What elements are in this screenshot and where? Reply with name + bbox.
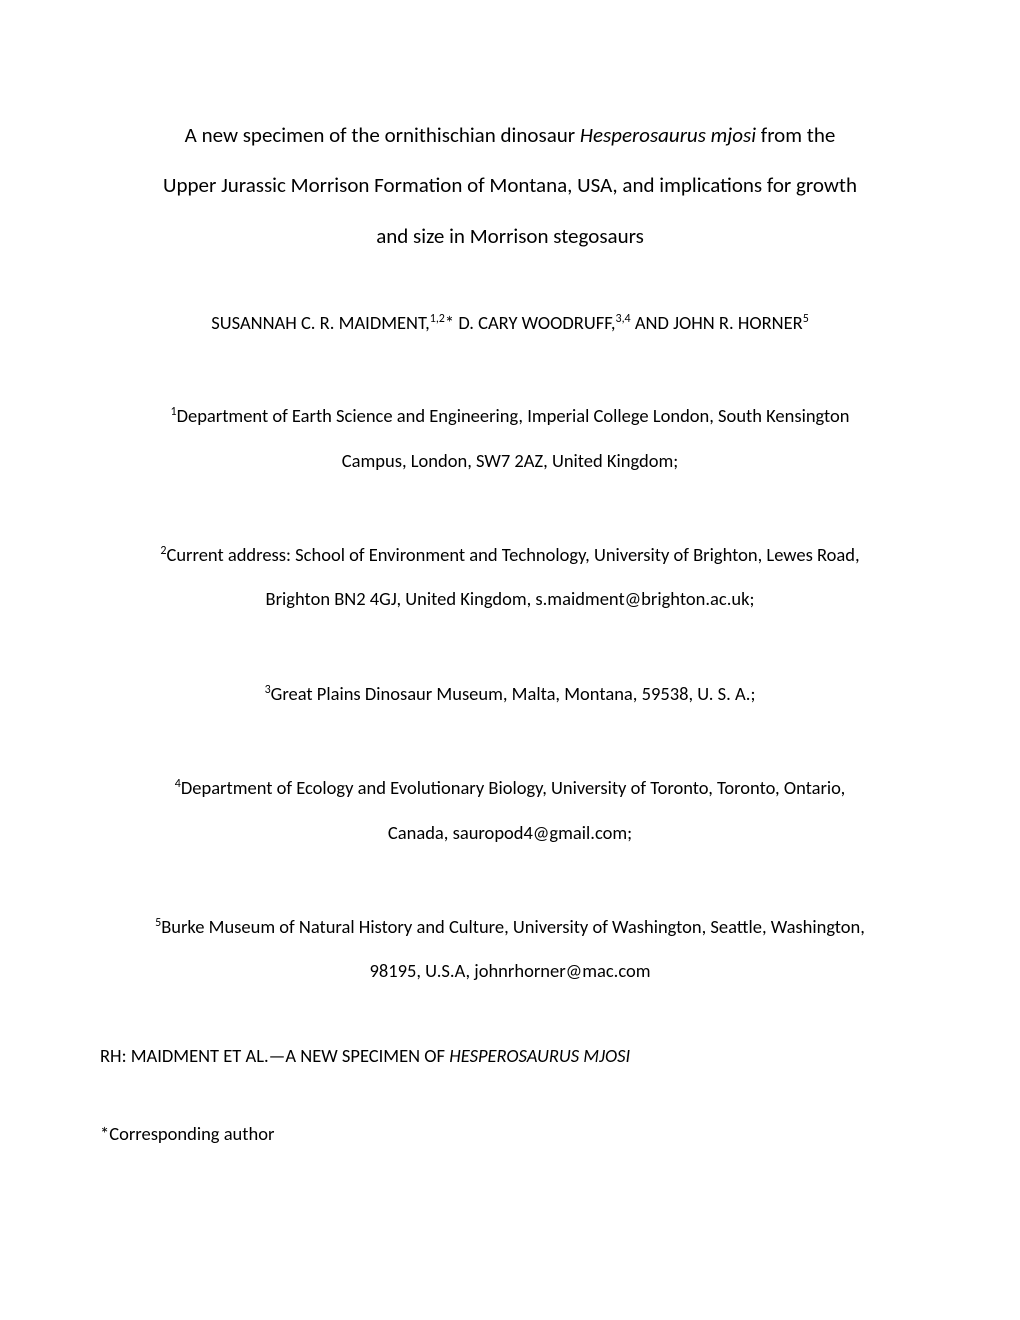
paper-title: A new specimen of the ornithischian dino… (100, 110, 920, 261)
affiliation-2-line1: Current address: School of Environment a… (166, 543, 859, 566)
author-1-name: SUSANNAH C. R. MAIDMENT, (211, 311, 430, 334)
corresponding-author-note: *Corresponding author (100, 1122, 920, 1145)
title-text-prefix: A new specimen of the ornithischian dino… (185, 122, 580, 148)
affiliation-5-line1: Burke Museum of Natural History and Cult… (161, 915, 865, 938)
running-head-prefix: RH: MAIDMENT ET AL.—A NEW SPECIMEN OF (100, 1044, 449, 1067)
title-line3: and size in Morrison stegosaurs (376, 223, 644, 249)
author-2-name: D. CARY WOODRUFF, (458, 311, 615, 334)
corresponding-text: *Corresponding author (100, 1122, 274, 1145)
title-text-suffix: from the (756, 122, 835, 148)
author-3-name: JOHN R. HORNER (673, 311, 803, 334)
affiliation-5: 5Burke Museum of Natural History and Cul… (100, 905, 920, 994)
affiliation-2: 2Current address: School of Environment … (100, 533, 920, 622)
title-line2: Upper Jurassic Morrison Formation of Mon… (163, 172, 857, 198)
author-3-superscript: 5 (803, 312, 809, 326)
affiliation-1-line2: Campus, London, SW7 2AZ, United Kingdom; (342, 449, 678, 472)
author-1-suffix: * (445, 311, 458, 334)
running-head-italic: HESPEROSAURUS MJOSI (449, 1044, 630, 1067)
affiliation-4-line1: Department of Ecology and Evolutionary B… (181, 776, 845, 799)
affiliation-2-line2: Brighton BN2 4GJ, United Kingdom, s.maid… (266, 587, 755, 610)
affiliation-3: 3Great Plains Dinosaur Museum, Malta, Mo… (100, 672, 920, 716)
author-1-superscript: 1,2 (430, 312, 445, 326)
affiliation-1-line1: Department of Earth Science and Engineer… (177, 404, 850, 427)
title-italic-taxon: Hesperosaurus mjosi (580, 122, 756, 148)
authors-line: SUSANNAH C. R. MAIDMENT,1,2* D. CARY WOO… (100, 311, 920, 334)
affiliation-4: 4Department of Ecology and Evolutionary … (100, 766, 920, 855)
author-2-suffix: AND (631, 311, 673, 334)
author-2-superscript: 3,4 (615, 312, 630, 326)
affiliation-5-line2: 98195, U.S.A, johnrhorner@mac.com (369, 959, 650, 982)
running-head: RH: MAIDMENT ET AL.—A NEW SPECIMEN OF HE… (100, 1044, 920, 1067)
affiliation-1: 1Department of Earth Science and Enginee… (100, 394, 920, 483)
affiliation-3-text: Great Plains Dinosaur Museum, Malta, Mon… (271, 682, 756, 705)
affiliation-4-line2: Canada, sauropod4@gmail.com; (388, 821, 632, 844)
